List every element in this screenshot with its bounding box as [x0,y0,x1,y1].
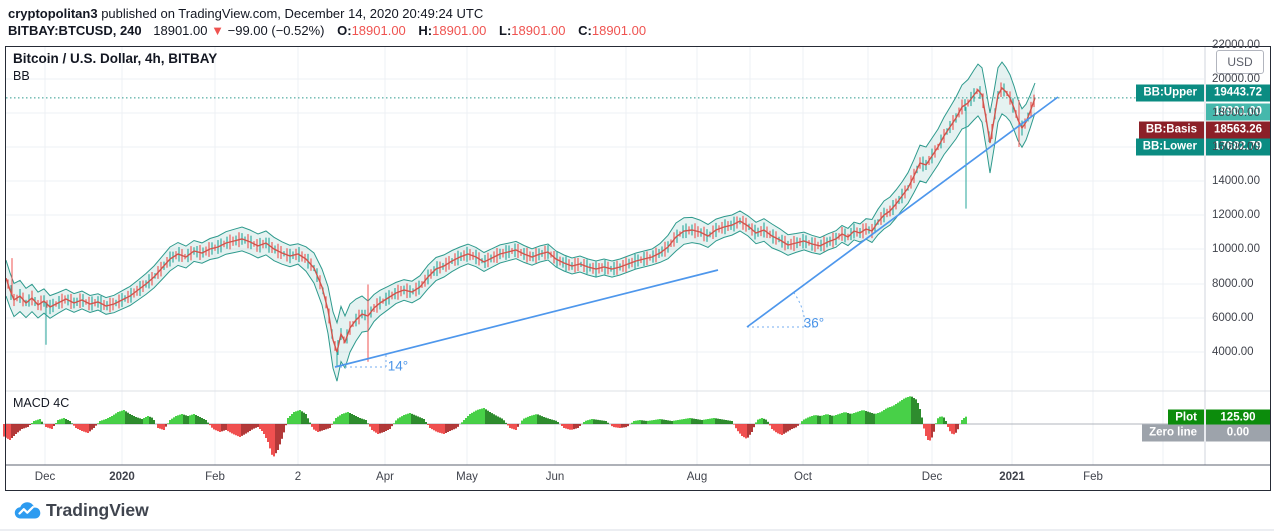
chart-title: Bitcoin / U.S. Dollar, 4h, BITBAY [13,51,218,66]
close-label: C: [578,23,592,38]
open-label: O: [337,23,352,38]
bb-upper-value: 19443.72 [1206,84,1270,102]
time-axis-label: Feb [1083,471,1103,483]
publish-info: published on TradingView.com, December 1… [97,6,484,21]
bb-basis-tag: BB:Basis [1138,121,1204,139]
time-axis-label: Dec [34,471,56,483]
open-value: 18901.00 [351,23,406,38]
time-axis-label: Feb [205,471,225,483]
high-label: H: [418,23,433,38]
price-axis-label: 16000.00 [1212,141,1260,153]
bb-lower-tag: BB:Lower [1135,138,1204,156]
time-axis-label: Dec [921,471,943,483]
last-price-marker: 18901.00 [1206,103,1270,121]
macd-plot-value: 125.90 [1206,409,1270,427]
macd-indicator-label[interactable]: MACD 4C [13,396,70,410]
price-axis-label: 10000.00 [1212,243,1260,255]
bb-basis-value: 18563.26 [1206,121,1270,139]
price-axis-label: 12000.00 [1212,209,1260,221]
low-value: 18901.00 [511,23,566,38]
time-axis-label: 2020 [109,471,135,483]
bb-upper-tag: BB:Upper [1136,84,1204,102]
down-arrow-icon: ▼ [211,23,224,38]
macd-zero-value: 0.00 [1206,424,1270,442]
low-label: L: [499,23,512,38]
trendline-angle-label-14: 14° [387,358,409,374]
time-axis-label: Jun [545,471,565,483]
currency-badge: USD [1216,50,1264,74]
publish-byline: cryptopolitan3 published on TradingView.… [8,6,483,21]
price-change: −99.00 (−0.52%) [227,23,325,38]
time-axis-label: Aug [686,471,708,483]
symbol-name: BITBAY:BTCUSD, 240 [8,23,142,38]
trendline-angle-label-36: 36° [803,315,825,331]
bb-indicator-label[interactable]: BB [13,69,30,83]
price-axis-label: 8000.00 [1212,278,1254,290]
price-axis-label: 18000.00 [1212,107,1260,119]
footer: TradingView [0,492,1274,531]
tradingview-wordmark[interactable]: TradingView [46,500,149,520]
price-axis-label: 4000.00 [1212,346,1254,358]
price-axis-label: 14000.00 [1212,175,1260,187]
time-axis-label: May [456,471,478,483]
last-price: 18901.00 [153,23,208,38]
time-axis-label: Oct [794,471,812,483]
time-axis-label: Apr [376,471,394,483]
close-value: 18901.00 [591,23,647,38]
price-axis-label: 6000.00 [1212,312,1254,324]
price-axis-label: 22000.00 [1212,39,1260,51]
macd-plot-tag: Plot [1168,409,1204,427]
tradingview-logo-icon[interactable] [12,499,42,523]
time-axis-label: 2021 [999,471,1025,483]
symbol-status-line: BITBAY:BTCUSD, 240 18901.00 ▼ −99.00 (−0… [8,23,646,38]
macd-zero-tag: Zero line [1142,424,1204,442]
price-axis-label: 20000.00 [1212,73,1260,85]
author-name: cryptopolitan3 [8,6,98,21]
bb-lower-value: 17682.79 [1206,138,1270,156]
high-value: 18901.00 [432,23,487,38]
time-axis-label: 2 [294,471,302,483]
